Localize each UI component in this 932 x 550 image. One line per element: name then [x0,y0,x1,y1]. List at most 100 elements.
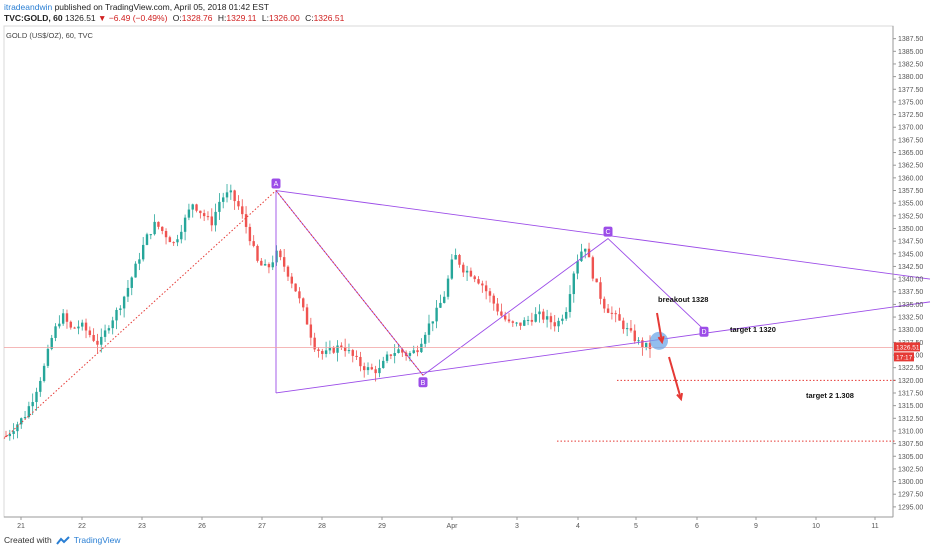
candle-body [61,313,65,324]
time-tick-label: 10 [812,523,820,530]
candle-body [180,231,183,240]
chart-legend: GOLD (US$/OZ), 60, TVC [6,31,93,40]
candle-body [65,313,69,322]
created-with-text: Created with [4,535,52,545]
low-value: 1326.00 [268,13,300,23]
candle-body [252,241,255,246]
candle-body [46,348,50,366]
abcd-pattern-line [275,190,705,376]
candle-body [336,345,339,353]
candle-body [218,201,221,212]
candle-body [149,234,153,236]
candle-body [484,285,488,292]
price-tick-label: 1330.00 [898,327,923,334]
arrow-to-target-1 [656,312,663,343]
candle-body [591,257,595,279]
price-tick-label: 1387.50 [898,36,923,43]
price-tick-label: 1365.00 [898,150,923,157]
current-price-value: 1326.51 [896,344,920,351]
price-tick-label: 1357.50 [898,188,923,195]
candle-body [122,296,126,309]
tradingview-logo-icon [55,535,70,545]
candle-body [233,190,236,202]
candle-body [12,431,15,434]
author-link[interactable]: itradeandwin [4,2,53,12]
candle-body [473,276,476,280]
candle-body [481,283,484,286]
candle-body [382,360,385,368]
candle-body [115,309,118,321]
candle-body [130,277,133,288]
last-price: 1326.51 [64,13,96,23]
candle-body [553,322,556,327]
close-label: C: [305,13,314,23]
candle-body [526,319,530,321]
pattern-point-marker [699,326,709,337]
price-tick-label: 1362.50 [898,163,923,170]
candle-body [103,330,107,337]
candle-body [187,209,191,218]
price-tick-label: 1317.50 [898,390,923,397]
trendlines [3,190,931,439]
annotation-label: target 1 1320 [730,325,776,334]
candle-body [500,311,503,316]
candle-body [465,270,469,273]
candle-body [145,234,149,245]
candle-body [309,324,313,338]
candle-body [298,291,301,299]
candle-body [54,326,57,338]
candle-body [644,342,648,348]
price-tick-label: 1320.00 [898,378,923,385]
candle-body [96,340,99,345]
annotation-label: target 2 1.308 [806,391,854,400]
candle-body [332,347,335,353]
pattern-point-label: D [701,329,706,336]
candle-body [454,255,457,260]
published-text: published on TradingView.com, April 05, … [54,2,269,12]
candle-body [488,291,492,296]
price-tick-label: 1347.50 [898,239,923,246]
candle-body [157,221,160,227]
price-tick-label: 1350.00 [898,226,923,233]
pattern-point-label: A [274,181,279,188]
candle-body [172,242,175,244]
candle-body [168,237,172,243]
candle-body [366,367,370,371]
candle-body [81,322,84,327]
candle-body [416,350,419,353]
candle-body [321,351,324,354]
candle-body [641,340,644,348]
time-tick-label: 3 [515,523,519,530]
candle-body [50,337,53,349]
candle-body [290,276,293,284]
candle-body [637,340,640,342]
price-tick-label: 1340.00 [898,277,923,284]
tradingview-link[interactable]: TradingView [73,535,121,545]
candle-body [576,261,579,274]
candle-body [625,328,629,330]
candle-body [458,255,461,265]
price-tick-label: 1382.50 [898,61,923,68]
price-tick-label: 1312.50 [898,416,923,423]
time-tick-label: 21 [17,523,25,530]
pattern-point-marker [603,226,613,237]
candle-body [351,350,354,356]
symbol-label: TVC:GOLD, 60 [4,13,63,23]
candle-body [111,320,114,329]
candle-body [374,369,377,374]
candle-body [73,327,76,329]
candle-body [35,391,38,403]
candle-body [564,311,568,319]
candle-body [241,206,244,215]
price-tick-label: 1305.00 [898,454,923,461]
time-tick-label: 9 [754,523,758,530]
candle-body [282,257,286,267]
candle-body [538,311,541,315]
open-value: 1328.76 [181,13,213,23]
publish-line: itradeandwin published on TradingView.co… [4,2,344,13]
grid [3,25,894,518]
price-tick-label: 1297.50 [898,492,923,499]
candle-body [385,354,389,361]
candle-body [20,418,23,425]
